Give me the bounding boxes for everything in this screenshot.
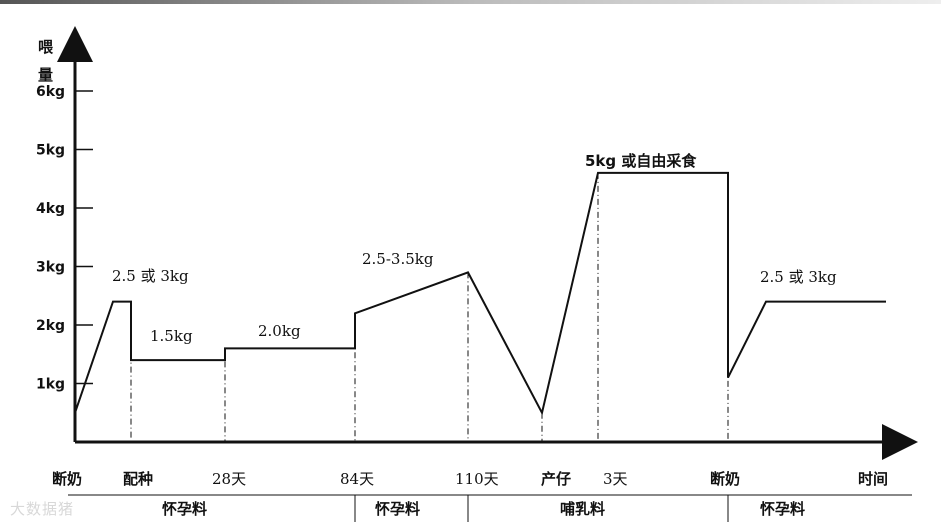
feeding-curve (74, 171, 886, 416)
y-tick-label: 2kg (36, 318, 65, 334)
phase-label-lactation: 哺乳料 (560, 500, 605, 518)
stage-label-wean: 断奶 (52, 470, 82, 488)
y-ticks: 1kg 2kg 3kg 4kg 5kg 6kg (36, 84, 93, 393)
annotation-mid-gestation: 2.0kg (258, 322, 301, 340)
y-tick-label: 3kg (36, 260, 65, 276)
annotation-lactation: 5kg 或自由采食 (585, 152, 697, 170)
annotation-wean-1: 2.5 或 3kg (112, 267, 189, 285)
y-tick-label: 4kg (36, 201, 65, 217)
annotation-late-gestation: 2.5-3.5kg (362, 250, 434, 268)
annotation-wean-2: 2.5 或 3kg (760, 268, 837, 286)
stage-label-day3: 3天 (603, 470, 628, 488)
phase-label-gestation-2: 怀孕料 (375, 500, 420, 518)
stage-dividers (130, 172, 729, 442)
phase-label-gestation-3: 怀孕料 (760, 500, 805, 518)
y-tick-label: 6kg (36, 84, 65, 100)
stage-label-day28: 28天 (212, 470, 246, 488)
stage-label-wean-2: 断奶 (710, 470, 740, 488)
y-axis-label-2: 量 (38, 66, 53, 84)
stage-label-day84: 84天 (340, 470, 374, 488)
annotation-early-gestation: 1.5kg (150, 327, 193, 345)
y-axis-label-1: 喂 (38, 38, 54, 56)
y-tick-label: 5kg (36, 143, 65, 159)
stage-label-farrowing: 产仔 (541, 470, 571, 488)
x-axis-label: 时间 (858, 470, 888, 488)
stage-label-breeding: 配种 (123, 470, 153, 488)
stage-label-day110: 110天 (455, 470, 499, 488)
watermark: 大数据猪 (10, 500, 75, 518)
top-border (0, 0, 941, 4)
phase-label-gestation-1: 怀孕料 (162, 500, 207, 518)
y-tick-label: 1kg (36, 377, 65, 393)
